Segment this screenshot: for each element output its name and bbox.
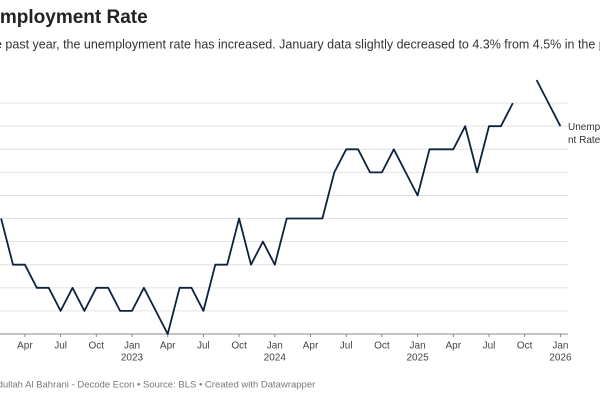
x-tick-label: Oct — [517, 341, 533, 352]
x-tick-label: Apr — [446, 341, 462, 352]
x-tick-label: Jul — [340, 341, 353, 352]
x-tick-label: Jul — [197, 341, 210, 352]
x-tick-label: Oct — [89, 341, 105, 352]
x-tick-label: Jan — [267, 341, 283, 352]
x-tick-label: Jan — [410, 341, 426, 352]
x-tick-label: 2023 — [121, 353, 144, 364]
series-line — [0, 79, 562, 335]
chart-title: Unemployment Rate — [0, 7, 148, 28]
x-tick-label: Oct — [231, 341, 247, 352]
x-tick-label: Jan — [124, 341, 140, 352]
x-tick-label: Apr — [303, 341, 319, 352]
x-tick-label: Oct — [374, 341, 390, 352]
x-tick-label: Jul — [54, 341, 67, 352]
x-tick-label: 2024 — [264, 353, 287, 364]
x-tick-label: Apr — [17, 341, 33, 352]
series-label: Unemployment Rate — [568, 122, 600, 146]
x-tick-label: Jan — [552, 341, 568, 352]
x-tick-label: 2025 — [406, 353, 429, 364]
x-tick-label: 2026 — [549, 353, 572, 364]
x-tick-label: Apr — [160, 341, 176, 352]
x-tick-label: 2022 — [0, 353, 1, 364]
chart-subtitle: Over the past year, the unemployment rat… — [0, 37, 600, 51]
chart-source: Chart: Abdullah Al Bahrani - Decode Econ… — [0, 380, 315, 391]
x-tick-label: Jul — [483, 341, 496, 352]
